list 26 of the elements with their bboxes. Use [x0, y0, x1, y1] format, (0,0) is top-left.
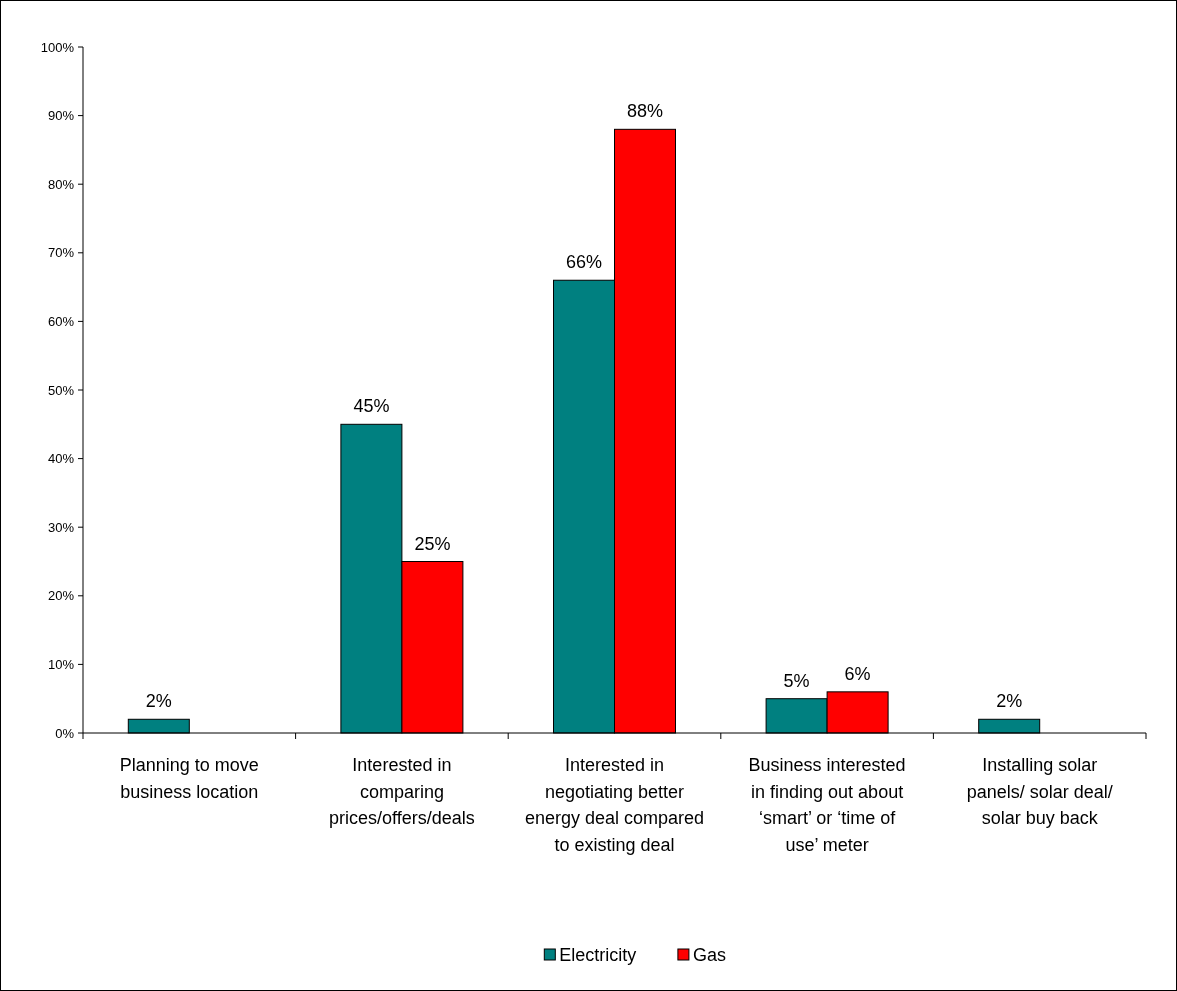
y-tick-label: 70% [47, 245, 75, 261]
data-label: 5% [783, 670, 810, 691]
data-label: 45% [353, 396, 390, 417]
data-label: 66% [565, 252, 603, 273]
y-tick-label: 50% [47, 382, 75, 398]
legend-label: Electricity [559, 945, 637, 966]
y-tick-label: 100% [40, 39, 75, 55]
y-tick-label: 80% [47, 176, 75, 192]
x-tick-label: Interested in comparing prices/offers/deals [329, 755, 475, 828]
y-tick-label: 40% [47, 451, 75, 467]
x-tick-label: Installing solar panels/ solar deal/ solar buy back [966, 755, 1113, 828]
x-tick-label: Interested in negotiating better energy deal compared to existing deal [524, 755, 705, 855]
y-tick-label: 10% [47, 656, 75, 672]
y-tick-label: 30% [47, 519, 75, 535]
data-label: 2% [145, 691, 172, 712]
data-label: 88% [626, 101, 664, 122]
y-tick-label: 90% [47, 108, 75, 124]
legend-label: Gas [692, 945, 726, 966]
y-tick-label: 20% [47, 588, 75, 604]
data-label: 6% [844, 663, 871, 684]
y-tick-label: 60% [47, 313, 75, 329]
x-tick-label: Business interested in finding out about ‘smart’ or ‘time of use’ meter [748, 755, 906, 855]
data-label: 2% [996, 691, 1023, 712]
data-label: 25% [414, 533, 451, 554]
x-tick-label: Planning to move business location [119, 755, 259, 802]
y-tick-label: 0% [55, 725, 75, 741]
